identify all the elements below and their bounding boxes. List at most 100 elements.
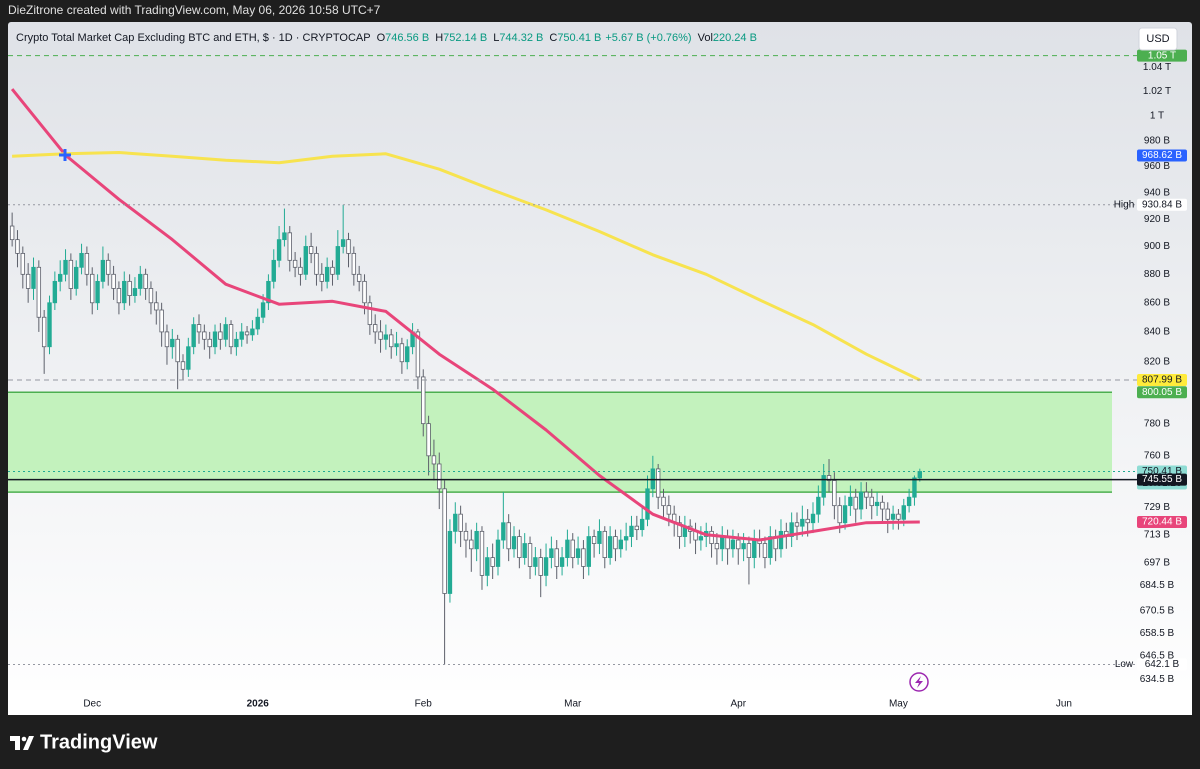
candle-body: [613, 536, 618, 550]
legend-value: 744.32 B: [499, 32, 543, 44]
plot: [8, 88, 1112, 665]
candle-body: [15, 239, 20, 254]
y-tick-label: 1.02 T: [1143, 86, 1171, 97]
candle-body: [143, 273, 148, 289]
legend: Crypto Total Market Cap Excluding BTC an…: [16, 32, 757, 44]
candle-body: [431, 455, 437, 465]
currency[interactable]: USD: [1146, 33, 1169, 45]
candle-body: [282, 232, 287, 241]
price-tag-label: 1.05 T: [1148, 50, 1176, 61]
candle-body: [709, 530, 714, 544]
candle-body: [495, 539, 501, 567]
candle-body: [442, 488, 447, 594]
price-tag-prefix: Low: [1115, 659, 1134, 670]
candle-body: [810, 513, 816, 524]
lightning-icon[interactable]: [909, 672, 929, 692]
y-tick-label: 980 B: [1144, 136, 1170, 147]
x-tick-label: Dec: [83, 699, 101, 710]
header: DieZitrone created with TradingView.com,…: [8, 3, 381, 17]
y-tick-label: 646.5 B: [1140, 651, 1175, 662]
candle-body: [314, 252, 319, 275]
candle-body: [864, 491, 869, 498]
candle-body: [340, 239, 346, 247]
candle-body: [885, 508, 890, 520]
candle-body: [159, 309, 164, 333]
candle-body: [517, 536, 522, 559]
legend-value: 746.56 B: [385, 32, 429, 44]
legend-key: L: [493, 32, 499, 44]
candle-body: [47, 302, 52, 348]
candle-body: [367, 302, 373, 325]
candle-body: [244, 331, 250, 336]
price-tag: [1137, 49, 1187, 62]
candle-body: [9, 225, 15, 241]
candle-body: [720, 536, 725, 550]
candle-body: [138, 273, 143, 289]
candle-body: [485, 557, 490, 576]
candle-body: [405, 346, 410, 363]
candle-body: [607, 536, 613, 559]
candle-body: [511, 536, 517, 550]
candle-body: [20, 252, 26, 275]
candle-body: [623, 536, 629, 541]
y-tick-label: 684.5 B: [1140, 580, 1175, 591]
candle-body: [437, 463, 442, 490]
candle-body: [880, 501, 885, 510]
candle-body: [79, 252, 84, 268]
candle-body: [154, 302, 159, 311]
candle-body: [84, 252, 90, 275]
candle-body: [180, 361, 186, 370]
candle-body: [842, 505, 848, 524]
candle-body: [837, 505, 842, 524]
candle-body: [218, 331, 223, 340]
candle-body: [629, 525, 634, 537]
candle-body: [95, 280, 100, 304]
legend-key: H: [435, 32, 443, 44]
candle-body: [639, 518, 645, 531]
candle-body: [736, 539, 741, 550]
candle-body: [559, 557, 565, 567]
candle-body: [57, 273, 63, 282]
candle-body: [752, 539, 757, 559]
candle-body: [869, 496, 874, 507]
candle-body: [122, 280, 127, 304]
candle-body: [666, 505, 672, 515]
candle-body: [394, 343, 399, 348]
candle-body: [570, 539, 575, 559]
candle-body: [730, 539, 736, 550]
candle-body: [917, 471, 922, 479]
legend-key: C: [549, 32, 557, 44]
candle-body: [298, 266, 303, 275]
candle-body: [874, 501, 880, 507]
candle-body: [778, 530, 784, 550]
price-tag: [1137, 374, 1187, 387]
axes: 1.04 T 1.02 T 1 T 980 B 960 B 940 B 920 B 900 B…: [8, 32, 1187, 710]
price-tag-label: 800.05 B: [1142, 387, 1182, 398]
candle-body: [533, 557, 538, 567]
y-tick-label: 780 B: [1144, 418, 1170, 429]
candle-body: [207, 338, 212, 348]
candle-body: [276, 239, 282, 261]
x-tick-label: Jun: [1056, 699, 1072, 710]
y-tick-label: 900 B: [1144, 241, 1170, 252]
candle-body: [789, 522, 794, 537]
candle-body: [816, 496, 821, 515]
y-tick-label: 658.5 B: [1140, 628, 1175, 639]
candle-body: [549, 548, 554, 559]
candle-body: [287, 232, 292, 261]
candle-body: [36, 266, 42, 318]
candle-body: [111, 273, 116, 289]
currency-button[interactable]: [1138, 27, 1178, 51]
candle-body: [853, 496, 858, 510]
candle-body: [399, 343, 405, 363]
candle-body: [330, 266, 335, 275]
candle-body: [223, 324, 228, 340]
moving-average: [10, 88, 920, 542]
candle-body: [581, 548, 586, 567]
candle-body: [41, 316, 47, 348]
y-tick-label: 920 B: [1144, 214, 1170, 225]
candle-body: [68, 259, 74, 289]
candle-body: [228, 324, 234, 348]
candle-body: [271, 259, 276, 282]
